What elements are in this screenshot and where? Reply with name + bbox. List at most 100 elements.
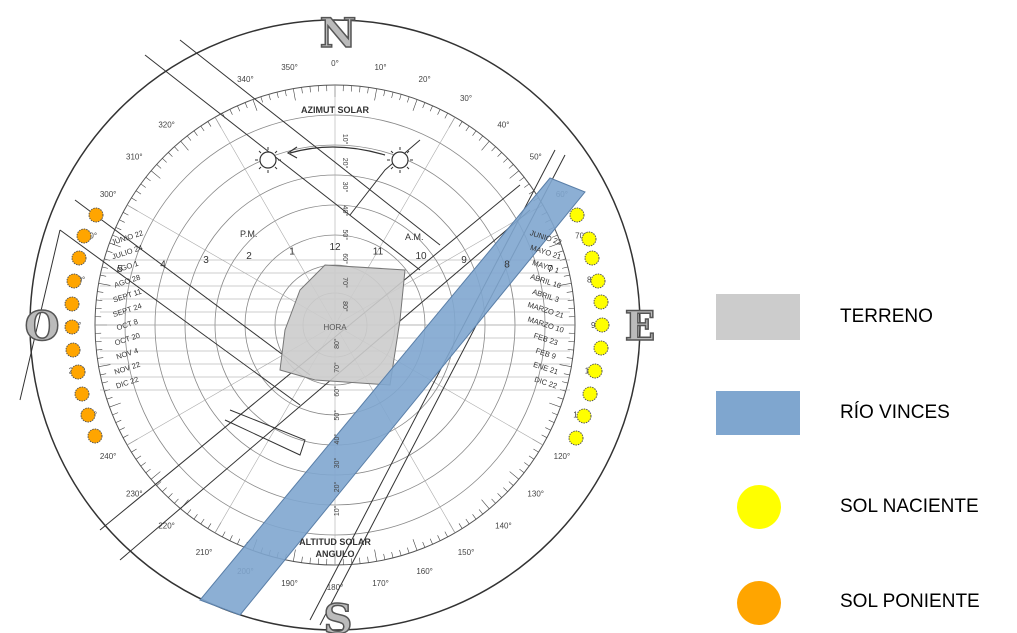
azimuth-tick xyxy=(509,471,520,480)
azimuth-tick xyxy=(168,493,173,498)
legend-label-rio-vinces: RÍO VINCES xyxy=(840,402,950,423)
azimuth-tick xyxy=(140,183,146,188)
hour-label: 11 xyxy=(373,246,384,257)
sol-poniente-marker xyxy=(80,407,96,423)
altitude-tick-label-south: 70° xyxy=(333,362,341,373)
azimuth-tick xyxy=(98,364,111,367)
azimuth-tick xyxy=(541,434,548,438)
hour-label: 3 xyxy=(203,255,209,266)
azimuth-tick xyxy=(106,397,113,400)
azimuth-tick xyxy=(491,146,496,152)
azimuth-tick xyxy=(407,96,410,103)
azimuth-tick xyxy=(561,381,568,384)
arrow-head-icon xyxy=(286,146,298,159)
azimuth-tick xyxy=(561,266,568,269)
sol-naciente-marker xyxy=(587,363,603,379)
azimuth-tick xyxy=(359,557,361,564)
azimuth-tick xyxy=(187,509,192,515)
sol-poniente-marker xyxy=(64,319,80,335)
azimuth-tick xyxy=(180,140,189,151)
altitude-tick-label-south: 30° xyxy=(333,458,341,469)
sol-poniente-marker xyxy=(76,228,92,244)
hour-label: 1 xyxy=(289,246,295,257)
azimuth-tick xyxy=(122,434,129,438)
altitude-tick-label-north: 60° xyxy=(341,253,349,264)
azimuth-tick xyxy=(98,283,111,286)
azimuth-tick xyxy=(276,92,279,99)
azimuth-tick xyxy=(122,212,129,216)
azimuth-tick-label: 190° xyxy=(281,579,298,588)
hour-label: 2 xyxy=(246,251,252,262)
azimuth-tick xyxy=(567,349,574,351)
azimuth-tick xyxy=(135,190,142,195)
azimuth-tick xyxy=(145,468,151,473)
azimuth-tick xyxy=(301,87,303,94)
azimuth-tick xyxy=(115,227,122,231)
azimuth-tick xyxy=(509,170,520,179)
azimuth-tick xyxy=(478,135,483,141)
azimuth-tick xyxy=(548,419,555,423)
azimuth-tick xyxy=(145,177,151,182)
azimuth-tick xyxy=(140,462,146,467)
hora-label: HORA xyxy=(323,323,347,332)
azimuth-tick xyxy=(437,535,441,541)
azimuth-tick xyxy=(200,125,205,132)
azimuth-tick xyxy=(309,557,311,564)
altitud-solar-label: ALTITUD SOLAR xyxy=(299,537,371,547)
legend-swatch-sol-naciente xyxy=(737,485,781,529)
azimuth-tick xyxy=(383,90,386,97)
azimuth-tick xyxy=(97,357,104,359)
legend-label-sol-poniente: SOL PONIENTE xyxy=(840,591,980,612)
azimuth-tick xyxy=(566,291,573,293)
azimuth-tick xyxy=(497,493,502,498)
azimuth-tick xyxy=(444,531,448,538)
azimuth-tick xyxy=(519,177,525,182)
legend-label-terreno: TERRENO xyxy=(840,306,933,327)
azimuth-tick xyxy=(524,462,530,467)
azimuth-tick-label: 310° xyxy=(126,153,143,162)
azimuth-tick-label: 210° xyxy=(196,548,213,557)
azimuth-tick xyxy=(374,88,377,101)
sol-naciente-marker xyxy=(576,408,592,424)
azimuth-tick xyxy=(100,373,107,376)
azimuth-tick-label: 170° xyxy=(372,579,389,588)
azimuth-tick xyxy=(237,105,241,112)
azimuth-tick xyxy=(237,538,241,545)
azimuth-tick xyxy=(244,102,248,109)
sol-naciente-marker xyxy=(584,250,600,266)
azimuth-tick-label: 160° xyxy=(416,567,433,576)
azimuth-tick xyxy=(549,242,561,248)
azimuth-tick xyxy=(102,381,109,384)
azimuth-tick-label: 40° xyxy=(497,120,509,129)
azimuth-tick xyxy=(391,551,394,558)
legend: TERRENO RÍO VINCES SOL NACIENTE SOL PONI… xyxy=(700,0,1017,633)
azimuth-tick xyxy=(563,373,570,376)
cardinal-west: O xyxy=(25,303,60,350)
sol-naciente-marker xyxy=(582,386,598,402)
azimuth-tick xyxy=(97,291,104,293)
sol-poniente-marker xyxy=(64,296,80,312)
sol-poniente-marker xyxy=(66,273,82,289)
azimuth-tick-label: 130° xyxy=(527,489,544,498)
azimuth-tick-label: 300° xyxy=(100,190,117,199)
azimuth-tick xyxy=(444,112,448,119)
sol-poniente-marker xyxy=(70,364,86,380)
hour-label: 7 xyxy=(547,264,553,275)
hour-label: 10 xyxy=(415,251,427,262)
angulo-label: ANGULO xyxy=(316,549,355,559)
hour-label: 9 xyxy=(461,255,467,266)
azimuth-tick xyxy=(112,412,119,416)
azimuth-tick xyxy=(162,487,167,492)
hour-labels: 5 4 3 2 1 12 11 10 9 8 7 xyxy=(117,242,553,275)
sun-icon-right xyxy=(387,147,413,173)
azimuth-tick xyxy=(193,130,198,136)
azimuth-tick xyxy=(545,427,551,431)
altitude-tick-label-south: 80° xyxy=(333,338,341,349)
hour-label: 12 xyxy=(329,242,341,253)
azimuth-tick xyxy=(422,541,426,548)
azimuth-tick xyxy=(559,283,572,286)
azimuth-tick xyxy=(174,498,179,504)
azimuth-tick xyxy=(472,130,477,136)
altitude-tick-label-north: 40° xyxy=(341,206,349,217)
azimuth-tick xyxy=(481,499,490,510)
